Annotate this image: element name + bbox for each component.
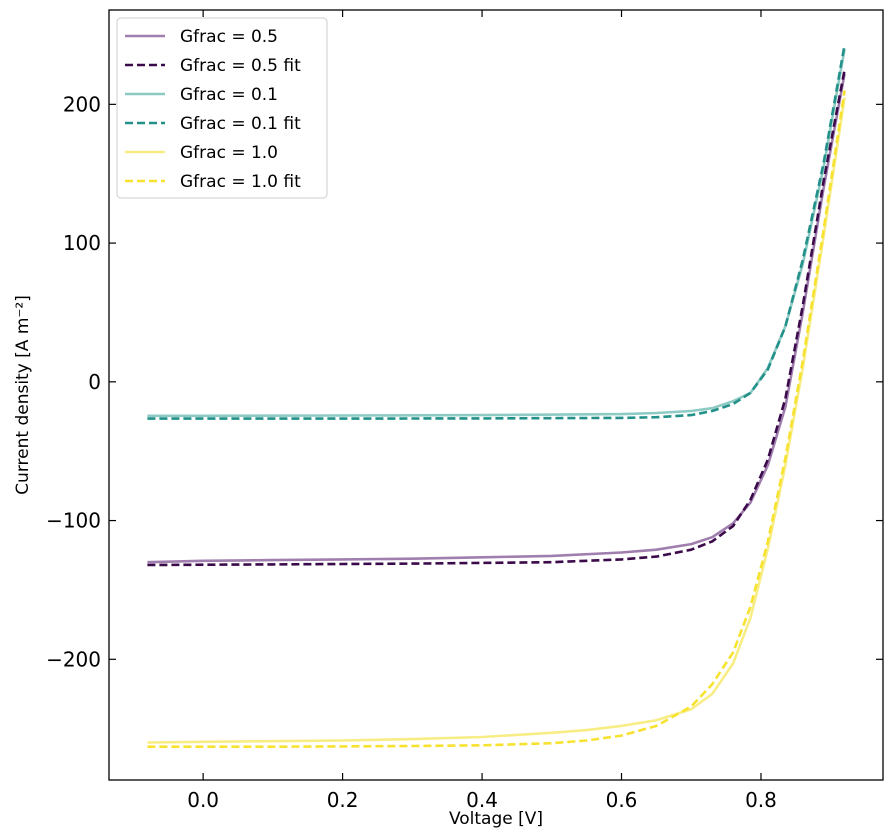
y-axis-label: Current density [A m⁻²] bbox=[13, 295, 33, 495]
legend-label: Gfrac = 1.0 fit bbox=[180, 172, 301, 192]
x-axis-label: Voltage [V] bbox=[449, 809, 543, 829]
series-line-1 bbox=[147, 73, 846, 564]
legend-label: Gfrac = 0.1 fit bbox=[180, 114, 301, 134]
legend-label: Gfrac = 0.5 bbox=[180, 27, 278, 47]
plot-frame bbox=[108, 9, 884, 781]
series-line-4 bbox=[147, 44, 846, 420]
legend: Gfrac = 0.5 Gfrac = 0.5 fit Gfrac = 0.1 Gfr… bbox=[116, 17, 328, 199]
x-tick-label: 0.6 bbox=[606, 788, 638, 812]
x-tick-label: 0.8 bbox=[745, 788, 777, 812]
x-tick-label: 0.0 bbox=[187, 788, 219, 812]
x-tick-label: 0.2 bbox=[327, 788, 359, 812]
series-line-5 bbox=[147, 97, 846, 744]
y-tick-label: 0 bbox=[88, 370, 101, 394]
series-line-6 bbox=[147, 90, 846, 749]
series-line-2 bbox=[147, 69, 846, 567]
legend-label: Gfrac = 0.1 bbox=[180, 85, 278, 105]
y-tick-label: −200 bbox=[46, 647, 101, 671]
series-layer bbox=[147, 44, 846, 749]
legend-label: Gfrac = 0.5 fit bbox=[180, 56, 301, 76]
tick-layer: 0.0 0.2 0.4 0.6 0.8 −200 −100 0 100 200 bbox=[46, 10, 883, 812]
x-tick-label: 0.4 bbox=[466, 788, 498, 812]
y-tick-label: 200 bbox=[63, 92, 101, 116]
legend-label: Gfrac = 1.0 bbox=[180, 143, 278, 163]
legend-box bbox=[116, 17, 328, 199]
y-tick-label: 100 bbox=[63, 231, 101, 255]
y-tick-label: −100 bbox=[46, 509, 101, 533]
